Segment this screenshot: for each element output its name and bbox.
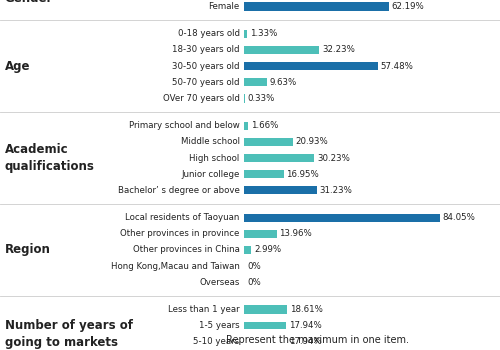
Text: 1-5 years: 1-5 years	[199, 321, 239, 330]
Bar	[244, 78, 266, 86]
Text: 16.95%: 16.95%	[286, 170, 319, 179]
Bar	[244, 62, 378, 70]
Text: Gender: Gender	[4, 0, 53, 5]
Bar	[244, 154, 314, 162]
Text: Other provinces in province: Other provinces in province	[120, 229, 240, 238]
Text: 0%: 0%	[247, 278, 260, 287]
Text: 5-10 years: 5-10 years	[194, 337, 240, 346]
Text: 1.66%: 1.66%	[251, 121, 278, 130]
Text: Number of years of
going to markets: Number of years of going to markets	[4, 319, 132, 349]
Bar	[244, 186, 317, 195]
Text: 50-70 years old: 50-70 years old	[172, 78, 240, 87]
Text: 84.05%: 84.05%	[442, 213, 476, 222]
Text: 18.61%: 18.61%	[290, 305, 323, 314]
Text: 0.33%: 0.33%	[248, 94, 275, 103]
Text: 62.19%: 62.19%	[392, 2, 424, 11]
Text: 1.33%: 1.33%	[250, 29, 278, 38]
Text: Represent the maximum in one item.: Represent the maximum in one item.	[226, 335, 408, 345]
Text: Bachelor’ s degree or above: Bachelor’ s degree or above	[118, 186, 240, 195]
Text: Primary school and below: Primary school and below	[129, 121, 240, 130]
Bar	[244, 230, 276, 238]
Text: 9.63%: 9.63%	[270, 78, 296, 87]
Text: 30.23%: 30.23%	[318, 154, 350, 162]
Bar	[244, 138, 293, 146]
Bar	[244, 121, 248, 130]
Text: Region: Region	[4, 244, 51, 257]
Text: 2.99%: 2.99%	[254, 245, 281, 254]
Text: 13.96%: 13.96%	[280, 229, 312, 238]
Text: 57.48%: 57.48%	[380, 62, 414, 71]
Text: High school: High school	[190, 154, 240, 162]
Bar	[244, 214, 440, 222]
Text: Academic
qualifications: Academic qualifications	[4, 143, 94, 173]
Bar	[216, 338, 222, 343]
Bar	[244, 246, 251, 254]
Text: OVer 70 years old: OVer 70 years old	[162, 94, 240, 103]
Text: 17.94%: 17.94%	[288, 321, 322, 330]
Text: Age: Age	[4, 60, 30, 72]
Text: 31.23%: 31.23%	[320, 186, 352, 195]
Bar	[244, 322, 286, 330]
Bar	[244, 94, 245, 103]
Text: Less than 1 year: Less than 1 year	[168, 305, 240, 314]
Text: 18-30 years old: 18-30 years old	[172, 46, 240, 55]
Bar	[244, 2, 389, 10]
Text: 0-18 years old: 0-18 years old	[178, 29, 240, 38]
Text: Other provinces in China: Other provinces in China	[132, 245, 240, 254]
Text: Local residents of Taoyuan: Local residents of Taoyuan	[125, 213, 240, 222]
Text: 20.93%: 20.93%	[296, 138, 328, 146]
Text: 0%: 0%	[247, 261, 260, 271]
Text: Overseas: Overseas	[199, 278, 239, 287]
Text: Middle school: Middle school	[180, 138, 240, 146]
Bar	[244, 306, 288, 314]
Text: Female: Female	[208, 2, 240, 11]
Bar	[244, 30, 248, 38]
Bar	[244, 46, 319, 54]
Text: 17.94%: 17.94%	[288, 337, 322, 346]
Text: 32.23%: 32.23%	[322, 46, 355, 55]
Text: Junior college: Junior college	[181, 170, 240, 179]
Bar	[210, 338, 216, 343]
Text: Hong Kong,Macau and Taiwan: Hong Kong,Macau and Taiwan	[110, 261, 240, 271]
Bar	[244, 170, 284, 178]
Bar	[244, 338, 286, 346]
Text: 30-50 years old: 30-50 years old	[172, 62, 240, 71]
